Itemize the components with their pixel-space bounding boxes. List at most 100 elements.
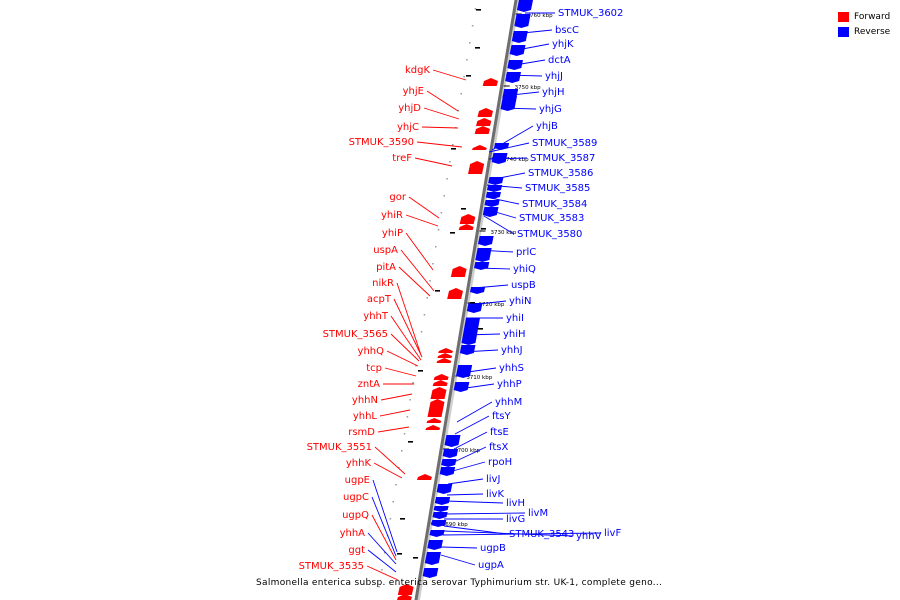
track-dot bbox=[460, 93, 462, 95]
track-dot bbox=[412, 382, 414, 384]
forward-gene-label: kdgK bbox=[405, 65, 430, 76]
small-feature bbox=[397, 553, 402, 555]
forward-gene-label: zntA bbox=[358, 379, 381, 390]
legend-reverse-label: Reverse bbox=[854, 26, 891, 37]
reverse-gene-leader bbox=[442, 530, 574, 537]
reverse-gene-block bbox=[485, 192, 501, 199]
reverse-gene-block bbox=[509, 45, 526, 56]
reverse-gene-label: livK bbox=[486, 489, 504, 500]
reverse-gene-label: yhjJ bbox=[545, 71, 563, 82]
reverse-gene-label: yhjK bbox=[552, 39, 574, 50]
forward-gene-label: acpT bbox=[367, 294, 392, 305]
track-dot bbox=[471, 25, 474, 27]
forward-gene-leader bbox=[367, 532, 397, 565]
forward-gene-label: yhiR bbox=[381, 210, 403, 221]
forward-gene-leader bbox=[390, 333, 420, 362]
forward-gene-block bbox=[459, 214, 476, 224]
reverse-gene-label: livH bbox=[506, 498, 525, 509]
track-dot bbox=[398, 467, 400, 469]
reverse-gene-label: ftsE bbox=[490, 427, 509, 438]
track-dot bbox=[389, 518, 392, 520]
backbone-line bbox=[414, 0, 518, 600]
forward-gene-leader bbox=[374, 446, 406, 475]
forward-gene-label: tcp bbox=[366, 363, 382, 374]
track-dot bbox=[468, 42, 471, 44]
reverse-gene-label: yhhJ bbox=[501, 345, 523, 356]
forward-gene-leader bbox=[379, 409, 411, 417]
reverse-gene-leader bbox=[505, 74, 543, 77]
reverse-gene-label: yhiN bbox=[509, 296, 532, 307]
forward-gene-block bbox=[475, 118, 492, 126]
reverse-gene-leader bbox=[475, 267, 511, 270]
forward-gene-leader bbox=[400, 249, 435, 292]
small-feature bbox=[470, 302, 475, 304]
reverse-gene-leader bbox=[454, 415, 490, 435]
reverse-gene-leader bbox=[511, 43, 550, 52]
forward-gene-block bbox=[437, 353, 453, 358]
reverse-gene-label: STMUK_3589 bbox=[532, 138, 597, 149]
track-dot bbox=[381, 569, 383, 571]
forward-gene-leader bbox=[371, 496, 397, 557]
forward-gene-block bbox=[438, 348, 453, 353]
map-caption: Salmonella enterica subsp. enterica sero… bbox=[256, 578, 663, 588]
reverse-swatch-icon bbox=[838, 26, 849, 37]
tick-label: 3760 kbp bbox=[527, 13, 553, 19]
reverse-gene-block bbox=[500, 96, 517, 111]
forward-gene-label: STMUK_3551 bbox=[307, 442, 372, 453]
forward-gene-label: yhhT bbox=[363, 311, 389, 322]
forward-gene-leader bbox=[414, 157, 453, 167]
forward-gene-leader bbox=[405, 214, 439, 227]
reverse-gene-label: ftsX bbox=[489, 442, 508, 453]
track-dot bbox=[409, 399, 411, 401]
reverse-gene-block bbox=[514, 14, 531, 28]
track-dot bbox=[378, 586, 380, 588]
reverse-gene-block bbox=[473, 262, 490, 270]
track-dot bbox=[446, 178, 448, 180]
reverse-gene-block bbox=[444, 435, 461, 447]
reverse-gene-leader bbox=[460, 367, 497, 374]
forward-gene-label: nikR bbox=[372, 278, 394, 289]
forward-gene-label: yhhL bbox=[353, 411, 378, 422]
track-dot bbox=[463, 76, 465, 78]
reverse-gene-label: dctA bbox=[548, 55, 571, 66]
reverse-gene-label: STMUK_3580 bbox=[517, 229, 582, 240]
forward-gene-leader bbox=[432, 69, 467, 81]
track-dot bbox=[429, 280, 431, 282]
forward-gene-leader bbox=[377, 426, 410, 433]
legend-reverse: Reverse bbox=[838, 24, 890, 39]
reverse-gene-leader bbox=[440, 546, 478, 549]
reverse-gene-label: ugpA bbox=[478, 560, 504, 571]
track-dot bbox=[457, 110, 460, 112]
reverse-gene-label: yhhS bbox=[499, 363, 524, 374]
reverse-gene-label: STMUK_3602 bbox=[558, 8, 623, 19]
reverse-gene-leader bbox=[440, 554, 476, 566]
track-dot bbox=[395, 484, 397, 486]
forward-gene-label: yhiP bbox=[382, 228, 403, 239]
forward-gene-block bbox=[425, 425, 441, 430]
forward-gene-label: rsmD bbox=[348, 427, 375, 438]
forward-gene-leader bbox=[393, 298, 423, 358]
forward-gene-block bbox=[433, 374, 449, 380]
forward-gene-label: STMUK_3535 bbox=[299, 561, 364, 572]
reverse-gene-leader bbox=[451, 446, 487, 464]
forward-gene-leader bbox=[423, 107, 460, 120]
track-dot bbox=[443, 195, 445, 197]
track-dot bbox=[392, 501, 394, 503]
reverse-gene-label: STMUK_3585 bbox=[525, 183, 590, 194]
reverse-gene-leader bbox=[448, 461, 486, 473]
reverse-gene-block bbox=[466, 303, 483, 313]
reverse-gene-leader bbox=[453, 431, 488, 450]
forward-gene-leader bbox=[366, 565, 399, 581]
forward-gene-label: yhjC bbox=[397, 122, 419, 133]
reverse-gene-label: uspB bbox=[511, 280, 536, 291]
reverse-gene-label: yhhV bbox=[576, 531, 602, 542]
track-dot bbox=[420, 331, 423, 333]
small-feature bbox=[408, 441, 413, 443]
reverse-gene-label: prlC bbox=[516, 247, 536, 258]
reverse-gene-block bbox=[475, 248, 492, 262]
reverse-gene-leader bbox=[458, 383, 495, 390]
forward-gene-leader bbox=[421, 126, 459, 129]
reverse-gene-block bbox=[461, 318, 480, 345]
reverse-gene-label: ftsY bbox=[492, 411, 511, 422]
